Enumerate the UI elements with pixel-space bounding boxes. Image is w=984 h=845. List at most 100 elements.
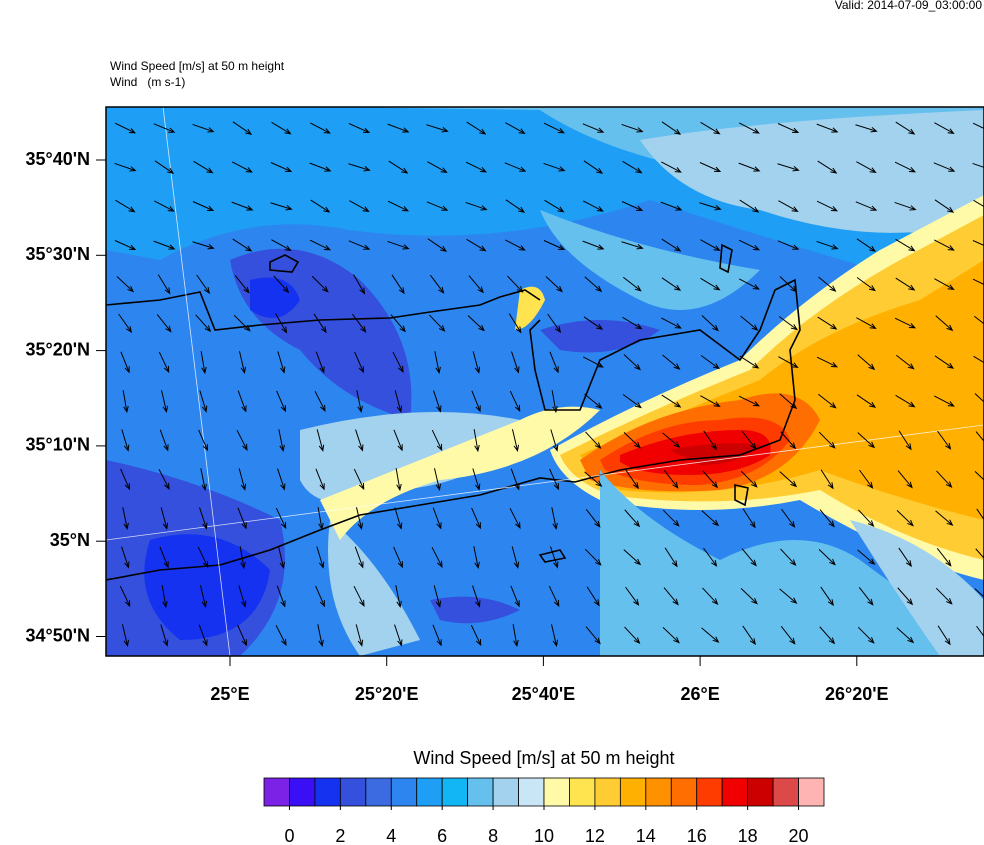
wind-arrow [276, 585, 286, 608]
wind-arrow [583, 160, 604, 174]
wind-arrow [816, 240, 839, 250]
wind-arrow [740, 315, 759, 331]
wind-arrow [393, 546, 403, 569]
wind-arrow [393, 429, 403, 452]
wind-arrow [465, 201, 488, 211]
lat-label: 35°20'N [25, 339, 90, 359]
wind-arrow [505, 239, 526, 251]
wind-arrow [858, 587, 874, 606]
wind-arrow [309, 239, 332, 251]
wind-arrow [231, 201, 254, 211]
wind-arrow [200, 468, 207, 492]
plot-subtitle: Wind (m s-1) [110, 75, 185, 89]
wind-arrow [159, 429, 169, 452]
wind-arrow [781, 508, 796, 528]
wind-arrow [934, 122, 955, 134]
wind-arrow [315, 468, 325, 491]
wind-arrow [509, 390, 521, 413]
colorbar-swatch [467, 777, 494, 807]
wind-arrow [585, 509, 601, 528]
wind-arrow [157, 274, 171, 295]
wind-arrow [972, 122, 984, 130]
colorbar-swatch [416, 777, 443, 807]
wind-arrow [976, 625, 984, 638]
colorbar-tick-label: 14 [636, 826, 656, 845]
wind-arrow [471, 390, 481, 413]
wind-arrow [584, 393, 603, 409]
wind-arrow [703, 547, 718, 567]
wind-arrow [511, 546, 520, 569]
wind-arrow [153, 123, 176, 133]
plot-title: Wind Speed [m/s] at 50 m height [110, 59, 285, 73]
wind-arrow [472, 468, 481, 491]
colorbar-tick-label: 4 [386, 826, 396, 845]
wind-arrow [817, 316, 838, 330]
lon-label: 26°20'E [825, 684, 889, 704]
wind-arrow [466, 238, 487, 252]
wind-arrow [778, 316, 798, 331]
wind-arrow [237, 624, 247, 647]
wind-arrow [544, 199, 565, 213]
wind-arrow [935, 315, 954, 332]
wind-arrow [198, 624, 208, 647]
wind-arrow [700, 121, 721, 135]
wind-arrow [817, 160, 838, 174]
wind-arrow [433, 468, 442, 491]
wind-arrow [700, 239, 721, 251]
colorbar-tick-label: 16 [687, 826, 707, 845]
wind-arrow [896, 354, 915, 370]
wind-arrow [121, 429, 130, 452]
wind-arrow [856, 238, 877, 252]
wind-arrow [778, 200, 799, 212]
wind-arrow [624, 509, 641, 528]
wind-arrow [896, 627, 915, 644]
wind-arrow [353, 468, 365, 491]
lat-label: 35°N [50, 530, 90, 550]
wind-arrow [550, 624, 559, 647]
wind-arrow [355, 624, 364, 647]
wind-arrow [661, 161, 682, 173]
wind-arrow [121, 546, 130, 569]
wind-arrow [472, 585, 481, 608]
wind-arrow [545, 276, 563, 293]
wind-arrow [623, 354, 641, 371]
wind-arrow [549, 351, 559, 374]
wind-arrow [192, 201, 215, 212]
wind-arrow [114, 162, 137, 172]
wind-arrow [702, 587, 719, 605]
wind-arrow [394, 390, 403, 413]
wind-arrow [742, 625, 756, 646]
wind-arrow [121, 624, 130, 647]
colorbar-tick-label: 20 [789, 826, 809, 845]
wind-arrow [466, 121, 487, 135]
wind-arrow [702, 470, 719, 489]
wind-arrow [660, 201, 683, 211]
wind-arrow [935, 510, 954, 526]
graticule [106, 107, 984, 656]
colorbar-swatch [365, 777, 392, 807]
wind-arrow [507, 275, 524, 293]
wind-arrow [624, 626, 641, 644]
wind-arrow [623, 549, 642, 566]
wind-arrow [934, 355, 955, 369]
wind-arrow [198, 429, 208, 452]
wind-arrow [662, 432, 681, 448]
wind-arrow [816, 200, 839, 212]
wind-arrow [974, 471, 984, 481]
wind-arrow [818, 549, 836, 566]
wind-arrow [935, 587, 953, 605]
wind-arrow [271, 121, 292, 135]
wind-arrow [160, 624, 169, 647]
wind-arrow [238, 468, 247, 491]
wind-arrow [275, 313, 288, 334]
wind-arrow [427, 238, 448, 252]
wind-arrow [394, 624, 403, 647]
wind-arrow [623, 276, 642, 292]
wind-arrow [160, 507, 169, 530]
wind-arrow [972, 162, 984, 168]
wind-arrow [816, 123, 839, 133]
wind-arrow [426, 124, 449, 133]
colorbar-swatch [390, 777, 418, 807]
wind-arrow [856, 161, 877, 173]
wind-arrow [197, 546, 209, 569]
